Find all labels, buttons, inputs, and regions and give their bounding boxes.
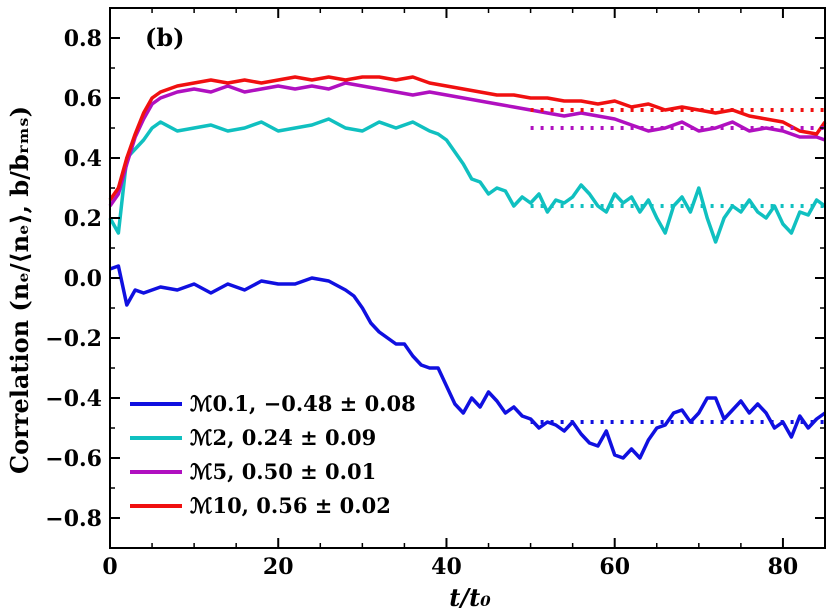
data-layer (108, 75, 827, 460)
series-line-1 (108, 117, 827, 244)
legend-label-1: ℳ2, 0.24 ± 0.09 (190, 425, 376, 450)
y-tick-label: −0.6 (45, 446, 102, 472)
x-tick-label: 80 (768, 554, 799, 580)
panel-label: (b) (145, 23, 185, 52)
series-line-3 (108, 75, 827, 202)
y-tick-label: −0.4 (45, 386, 102, 412)
legend-label-2: ℳ5, 0.50 ± 0.01 (190, 459, 376, 484)
y-axis-title: Correlation (nₑ/⟨nₑ⟩, b/bᵣₘₛ) (5, 106, 34, 474)
plot-frame (109, 7, 826, 549)
y-tick-label: −0.2 (45, 326, 102, 352)
x-tick-label: 0 (102, 554, 117, 580)
x-axis-title: t/t₀ (449, 583, 491, 612)
y-tick-label: 0.6 (64, 86, 102, 112)
legend-label-3: ℳ10, 0.56 ± 0.02 (190, 493, 391, 518)
x-tick-label: 60 (599, 554, 630, 580)
y-tick-label: 0.2 (64, 206, 102, 232)
legend-label-0: ℳ0.1, −0.48 ± 0.08 (190, 391, 416, 416)
tick-layer: 0 20 40 60 80 −0.8 −0.6 −0.4 −0.2 0.0 0.2 0.4 0.6 0.8 (45, 8, 825, 580)
legend: ℳ0.1, −0.48 ± 0.08 ℳ2, 0.24 ± 0.09 ℳ5, 0.5… (130, 391, 416, 518)
y-tick-label: −0.8 (45, 506, 102, 532)
y-tick-label: 0.4 (64, 146, 102, 172)
series-line-2 (108, 81, 826, 208)
y-tick-label: 0.8 (64, 26, 102, 52)
x-tick-label: 40 (431, 554, 462, 580)
x-tick-label: 20 (263, 554, 294, 580)
series-line-0 (109, 264, 827, 460)
y-tick-label: 0.0 (64, 266, 102, 292)
